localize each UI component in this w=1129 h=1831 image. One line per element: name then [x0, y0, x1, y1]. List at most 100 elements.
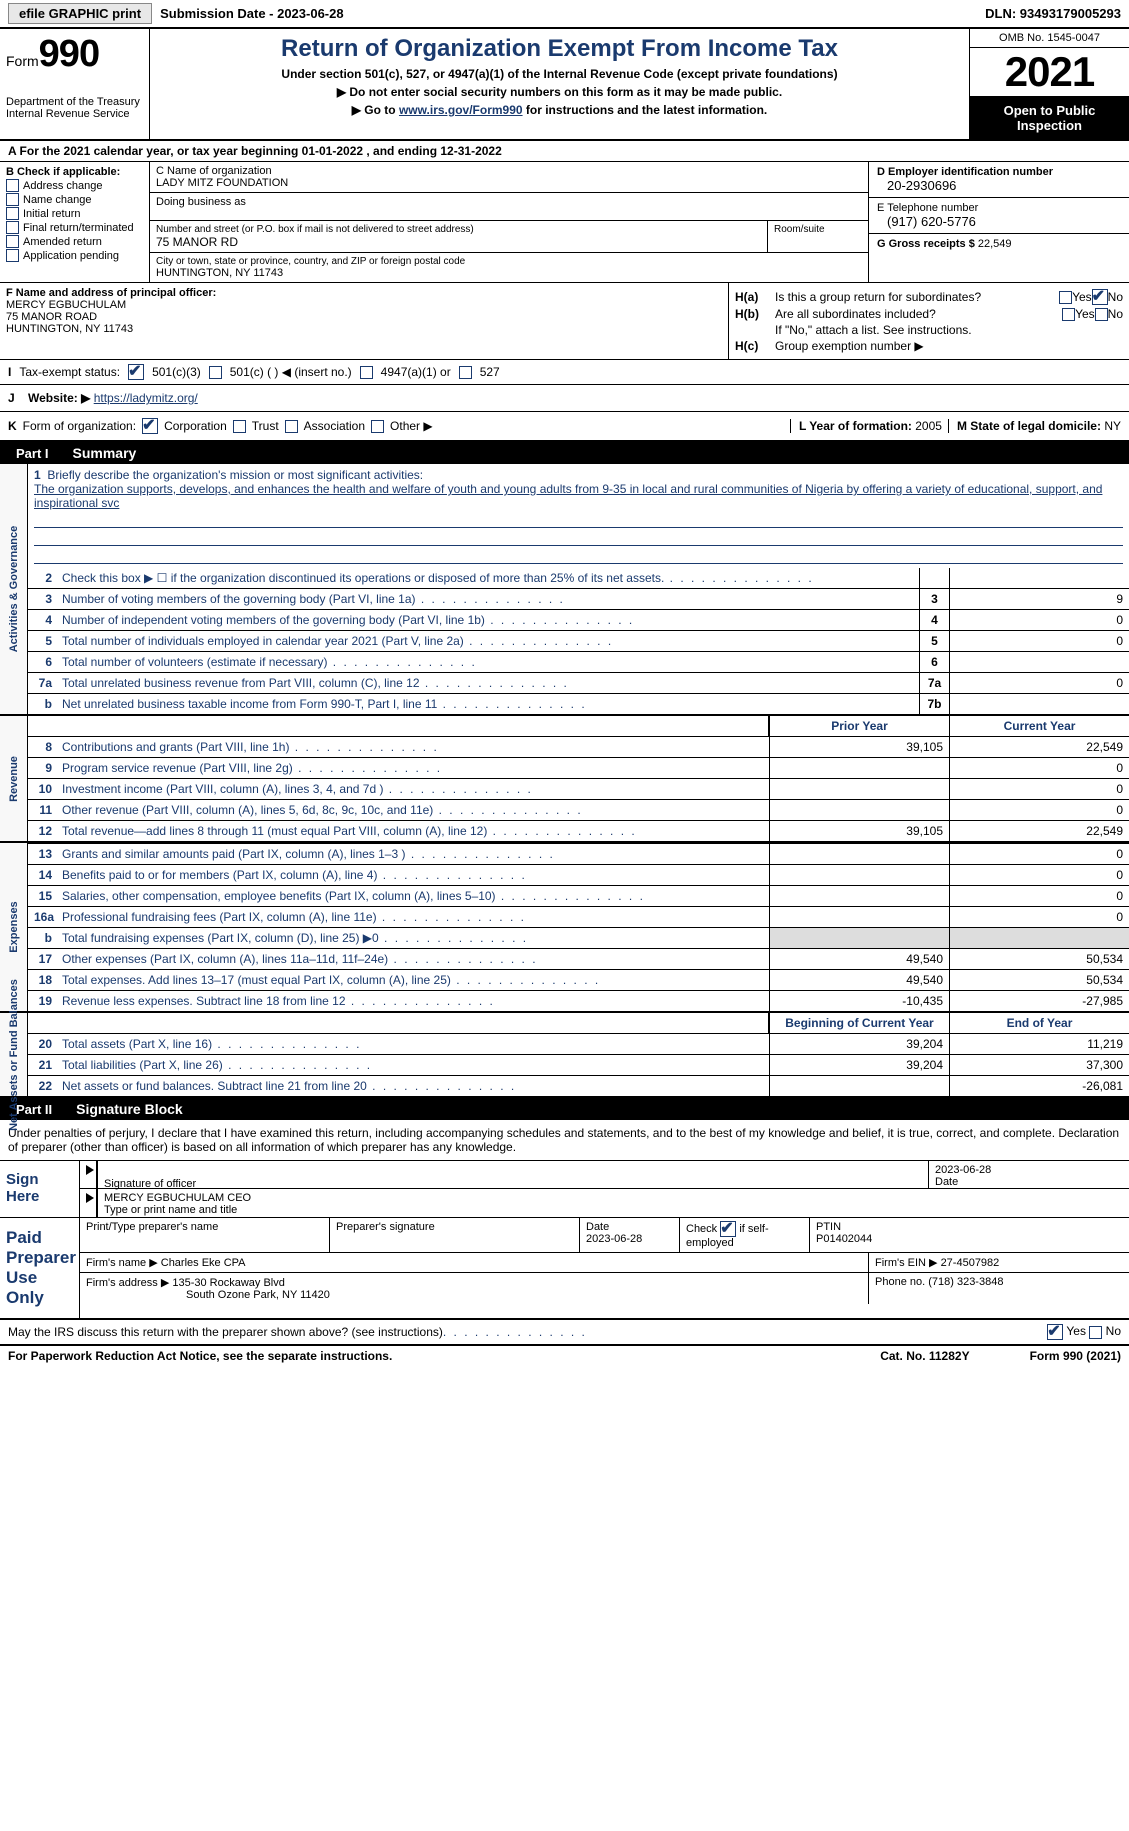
chk-final-return[interactable]: [6, 221, 19, 234]
chk-ha-yes[interactable]: [1059, 291, 1072, 304]
chk-self-employed[interactable]: [720, 1221, 736, 1237]
firm-addr2: South Ozone Park, NY 11420: [86, 1289, 862, 1301]
part2-header: Part II Signature Block: [0, 1098, 1129, 1120]
col-d: D Employer identification number 20-2930…: [869, 162, 1129, 282]
line-desc: Number of independent voting members of …: [58, 610, 919, 630]
room-label: Room/suite: [774, 224, 862, 235]
paid-phone-label: Phone no.: [875, 1276, 925, 1288]
discuss-row: May the IRS discuss this return with the…: [0, 1319, 1129, 1344]
l-value: 2005: [915, 419, 942, 433]
chk-527[interactable]: [459, 366, 472, 379]
line-desc: Salaries, other compensation, employee b…: [58, 886, 769, 906]
paid-preparer-row: Paid Preparer Use Only Print/Type prepar…: [0, 1218, 1129, 1319]
mission-box: 1 Briefly describe the organization's mi…: [28, 464, 1129, 568]
side-netassets: Net Assets or Fund Balances: [0, 1013, 28, 1096]
gov-line: 6 Total number of volunteers (estimate i…: [28, 651, 1129, 672]
gov-line: 5 Total number of individuals employed i…: [28, 630, 1129, 651]
prior-val: 39,105: [769, 737, 949, 757]
sig-name: MERCY EGBUCHULAM CEO: [104, 1192, 1123, 1204]
line-num: 20: [28, 1034, 58, 1054]
line-val: [949, 652, 1129, 672]
prior-val: [769, 1076, 949, 1096]
chk-initial-return[interactable]: [6, 207, 19, 220]
table-row: 13 Grants and similar amounts paid (Part…: [28, 843, 1129, 864]
col-b-label: B Check if applicable:: [6, 166, 143, 178]
prior-val: 39,204: [769, 1055, 949, 1075]
current-val: 0: [949, 886, 1129, 906]
line-val: 0: [949, 673, 1129, 693]
prior-val: 39,105: [769, 821, 949, 841]
ha-text: Is this a group return for subordinates?: [775, 290, 1059, 304]
form-header: Form990 Department of the Treasury Inter…: [0, 29, 1129, 141]
chk-address-change[interactable]: [6, 179, 19, 192]
chk-hb-yes[interactable]: [1062, 308, 1075, 321]
line-box: 5: [919, 631, 949, 651]
revenue-section: Revenue Prior Year Current Year 8 Contri…: [0, 716, 1129, 843]
sign-here-row: Sign Here Signature of officer 2023-06-2…: [0, 1161, 1129, 1218]
line-val: 0: [949, 631, 1129, 651]
efile-print-button[interactable]: efile GRAPHIC print: [8, 3, 152, 24]
prior-val: [769, 844, 949, 864]
submission-date: Submission Date - 2023-06-28: [160, 6, 344, 21]
chk-other[interactable]: [371, 420, 384, 433]
open-inspection: Open to Public Inspection: [970, 97, 1129, 139]
part2-label: Signature Block: [68, 1098, 191, 1120]
chk-trust[interactable]: [233, 420, 246, 433]
line-box: 3: [919, 589, 949, 609]
chk-ha-no[interactable]: [1092, 289, 1108, 305]
discuss-text: May the IRS discuss this return with the…: [8, 1325, 443, 1339]
part1-tab: Part I: [0, 443, 65, 464]
phone-row: E Telephone number (917) 620-5776: [869, 198, 1129, 234]
gross-value: 22,549: [978, 238, 1012, 250]
opt-initial-return: Initial return: [23, 208, 80, 220]
chk-amended-return[interactable]: [6, 235, 19, 248]
line-num: 7a: [28, 673, 58, 693]
chk-501c[interactable]: [209, 366, 222, 379]
chk-application-pending[interactable]: [6, 249, 19, 262]
table-row: 22 Net assets or fund balances. Subtract…: [28, 1075, 1129, 1096]
current-val: 0: [949, 907, 1129, 927]
preparer-sig-label: Preparer's signature: [336, 1221, 573, 1233]
form-number: Form990: [6, 33, 143, 76]
line-desc: Total fundraising expenses (Part IX, col…: [58, 928, 769, 948]
line-desc: Professional fundraising fees (Part IX, …: [58, 907, 769, 927]
line-desc: Other expenses (Part IX, column (A), lin…: [58, 949, 769, 969]
chk-name-change[interactable]: [6, 193, 19, 206]
line-val: 9: [949, 589, 1129, 609]
table-row: 15 Salaries, other compensation, employe…: [28, 885, 1129, 906]
table-row: 12 Total revenue—add lines 8 through 11 …: [28, 820, 1129, 841]
chk-501c3[interactable]: [128, 364, 144, 380]
current-val: 37,300: [949, 1055, 1129, 1075]
j-text: Website: ▶: [28, 391, 90, 405]
current-val: 11,219: [949, 1034, 1129, 1054]
current-val: 50,534: [949, 970, 1129, 990]
chk-discuss-no[interactable]: [1089, 1326, 1102, 1339]
form-note1: ▶ Do not enter social security numbers o…: [160, 85, 959, 99]
line-box: 6: [919, 652, 949, 672]
chk-corporation[interactable]: [142, 418, 158, 434]
prior-val: [769, 907, 949, 927]
note2-prefix: ▶ Go to: [352, 103, 399, 117]
chk-association[interactable]: [285, 420, 298, 433]
chk-discuss-yes[interactable]: [1047, 1324, 1063, 1340]
website-link[interactable]: https://ladymitz.org/: [94, 391, 198, 405]
city-row: City or town, state or province, country…: [150, 253, 868, 282]
phone-label: E Telephone number: [877, 202, 1121, 214]
org-name-label: C Name of organization: [156, 165, 862, 177]
hc-label: H(c): [735, 339, 775, 353]
table-row: 18 Total expenses. Add lines 13–17 (must…: [28, 969, 1129, 990]
line-desc: Benefits paid to or for members (Part IX…: [58, 865, 769, 885]
chk-4947[interactable]: [360, 366, 373, 379]
line-desc: Grants and similar amounts paid (Part IX…: [58, 844, 769, 864]
chk-hb-no[interactable]: [1095, 308, 1108, 321]
city-label: City or town, state or province, country…: [156, 256, 862, 267]
arrow-icon: [86, 1165, 94, 1175]
opt-amended-return: Amended return: [23, 236, 102, 248]
opt-trust: Trust: [252, 419, 279, 433]
street-label: Number and street (or P.O. box if mail i…: [156, 224, 761, 235]
m-label: M State of legal domicile:: [957, 419, 1101, 433]
irs-link[interactable]: www.irs.gov/Form990: [399, 103, 523, 117]
line-desc: Contributions and grants (Part VIII, lin…: [58, 737, 769, 757]
line-desc: Other revenue (Part VIII, column (A), li…: [58, 800, 769, 820]
line-desc: Net assets or fund balances. Subtract li…: [58, 1076, 769, 1096]
